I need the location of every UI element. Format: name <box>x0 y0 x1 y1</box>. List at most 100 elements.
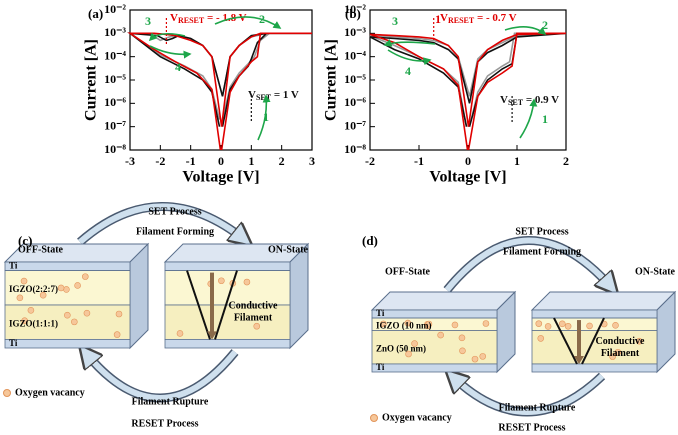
plot-frame <box>369 9 567 151</box>
oxygen-vacancy <box>243 278 251 286</box>
y-tick-label: 10⁻³ <box>104 25 126 39</box>
layer-label: Ti <box>9 260 18 270</box>
oxygen-vacancy <box>482 320 490 327</box>
x-tick-label: 0 <box>218 154 224 168</box>
subscript: SET <box>508 98 524 107</box>
x-axis-label: Voltage [V] <box>182 169 259 186</box>
layer-label: Ti <box>376 308 385 318</box>
y-axis-label: Current [A] <box>83 39 100 121</box>
process-label: SET Process <box>148 206 201 217</box>
filament-label: Conductive Filament <box>229 301 278 324</box>
state-label: ON-State <box>268 244 309 255</box>
oxygen-vacancy <box>479 353 487 360</box>
filament-label: Conductive Filament <box>596 337 645 360</box>
layer-label: Ti <box>376 362 385 372</box>
filament-arrowhead <box>574 355 584 364</box>
layer <box>531 363 658 373</box>
y-tick-label: 10⁻³ <box>344 25 366 39</box>
y-tick-label: 10⁻⁶ <box>104 95 126 109</box>
iv-curve <box>369 32 567 151</box>
plot-frame <box>129 9 313 151</box>
block-side <box>129 242 149 350</box>
block-side <box>289 242 309 350</box>
oxygen-vacancy <box>586 322 593 330</box>
oxygen-vacancy <box>451 321 459 329</box>
layer <box>371 309 498 319</box>
legend-swatch <box>3 389 11 397</box>
oxygen-vacancy <box>176 330 184 337</box>
process-arrow <box>85 352 238 401</box>
sweep-arrow <box>148 32 186 42</box>
layer-label: Ti <box>9 338 18 348</box>
x-tick-label: 1 <box>248 154 254 168</box>
layer-label: IGZO(1:1:1) <box>9 318 58 328</box>
oxygen-vacancy <box>411 340 418 347</box>
oxygen-vacancy <box>404 319 412 327</box>
symbol: V <box>170 12 178 24</box>
y-tick-label: 10⁻⁵ <box>104 72 126 86</box>
layer-label: ZnO (50 nm) <box>376 343 426 353</box>
sweep-arrow <box>383 39 436 47</box>
threshold-label: VRESET = - 0.7 V <box>440 12 517 25</box>
x-tick-label: 2 <box>563 154 569 168</box>
process-label: Filament Forming <box>136 226 214 237</box>
state-label: OFF-State <box>18 244 64 255</box>
y-tick-label: 10⁻² <box>104 2 126 16</box>
panel-label: (a) <box>88 6 103 21</box>
y-tick-label: 10⁻⁵ <box>344 72 366 86</box>
oxygen-vacancy <box>635 337 643 345</box>
layer <box>371 363 498 373</box>
filament-edge <box>581 317 605 365</box>
sweep-arrow <box>214 16 282 29</box>
subscript: RESET <box>448 16 475 25</box>
layer <box>4 261 131 272</box>
filament-arrowhead <box>207 331 217 340</box>
step-number: 3 <box>145 14 151 28</box>
x-tick-label: 0 <box>465 154 471 168</box>
oxygen-vacancy <box>458 334 466 342</box>
panel-label: (c) <box>18 233 32 248</box>
oxygen-vacancy <box>20 277 28 285</box>
step-number: 4 <box>405 64 411 78</box>
layer <box>531 309 658 319</box>
y-tick-label: 10⁻⁴ <box>344 48 366 62</box>
layer <box>164 338 291 349</box>
oxygen-vacancy <box>437 331 444 339</box>
y-axis-label: Current [A] <box>323 39 340 121</box>
threshold-label: VSET = 0.9 V <box>500 94 559 107</box>
process-label: SET Process <box>515 226 568 237</box>
oxygen-vacancy <box>16 294 24 302</box>
oxygen-vacancy <box>74 282 81 289</box>
process-label: Filament Forming <box>503 246 581 257</box>
layer-label: IGZO (10 nm) <box>376 320 432 330</box>
oxygen-vacancy <box>64 311 71 319</box>
legend-label: Oxygen vacancy <box>382 412 452 423</box>
iv-curve <box>369 32 567 127</box>
layer <box>4 338 131 349</box>
layer-label: IGZO(2:2:7) <box>9 284 58 294</box>
sweep-arrow <box>257 94 271 141</box>
value-text: = 0.9 V <box>523 94 559 106</box>
oxygen-vacancy <box>27 307 35 314</box>
process-arrow <box>444 237 612 290</box>
process-arrow <box>78 203 245 242</box>
process-label: RESET Process <box>498 422 565 433</box>
oxygen-vacancy <box>559 320 566 328</box>
oxygen-vacancy <box>459 347 466 355</box>
oxygen-vacancy <box>564 322 572 330</box>
filament-line: Filament <box>601 349 640 360</box>
oxygen-vacancy <box>83 309 91 317</box>
iv-curve <box>369 32 567 127</box>
oxygen-vacancy <box>537 335 545 342</box>
symbol: V <box>500 94 508 106</box>
subscript: SET <box>256 93 272 102</box>
y-tick-label: 10⁻⁶ <box>344 95 366 109</box>
process-arrow <box>452 376 605 415</box>
x-tick-label: 3 <box>309 154 315 168</box>
oxygen-vacancy <box>425 320 433 328</box>
sweep-arrow <box>504 26 547 35</box>
oxygen-vacancy <box>612 322 619 329</box>
oxygen-vacancy <box>218 277 225 285</box>
